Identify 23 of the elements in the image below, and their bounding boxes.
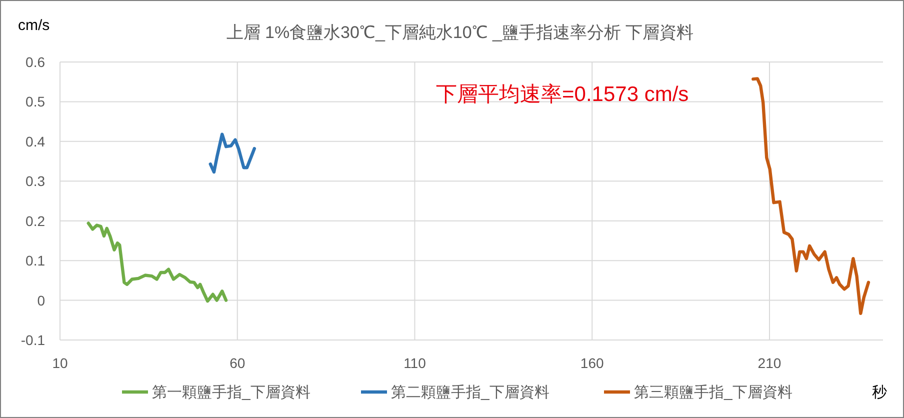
x-tick-label: 110: [404, 355, 426, 371]
legend-label: 第二顆鹽手指_下層資料: [391, 384, 550, 401]
y-tick-label: 0.1: [26, 252, 46, 269]
line-series: [208, 132, 256, 174]
y-axis-title: cm/s: [18, 17, 50, 34]
y-tick-label: 0.3: [26, 173, 46, 190]
x-tick-label: 60: [230, 355, 246, 371]
y-tick-label: 0.4: [26, 133, 46, 150]
y-tick-label: -0.1: [20, 332, 46, 348]
y-tick-label: 0: [37, 292, 46, 308]
x-tick-label: 10: [52, 355, 68, 371]
annotation: 下層平均速率=0.1573 cm/s: [436, 83, 689, 106]
legend-label: 第三顆鹽手指_下層資料: [634, 384, 792, 401]
line-series: [752, 77, 870, 315]
chart-title: 上層 1%食鹽水30℃_下層純水10℃ _鹽手指速率分析 下層資料: [226, 23, 694, 42]
y-tick-label: 0.2: [26, 212, 46, 229]
x-tick-label: 210: [758, 355, 782, 371]
y-tick-label: 0.6: [26, 54, 46, 70]
x-tick-label: 160: [580, 355, 604, 371]
legend-label: 第一顆鹽手指_下層資料: [152, 384, 310, 401]
x-axis-title: 秒: [872, 384, 887, 401]
y-tick-label: 0.5: [26, 94, 46, 110]
line-series: [86, 222, 228, 303]
